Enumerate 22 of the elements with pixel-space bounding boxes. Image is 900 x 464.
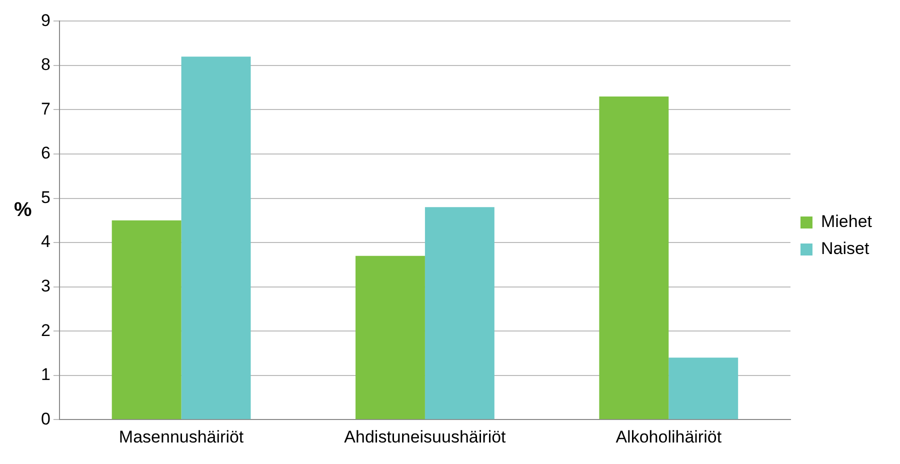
bar: [356, 256, 425, 420]
legend-label: Miehet: [820, 212, 872, 232]
legend-label: Naiset: [820, 239, 870, 258]
y-tick-label: 6: [40, 144, 50, 163]
y-tick-label: 0: [40, 409, 50, 428]
y-axis-title: %: [14, 198, 32, 221]
bar: [668, 358, 738, 420]
x-tick-label: Ahdistuneisuushäiriöt: [344, 427, 506, 446]
y-tick-label: 4: [40, 232, 50, 252]
y-tick-label: 1: [40, 365, 50, 384]
y-tick-label: 2: [40, 320, 50, 340]
bar: [181, 56, 251, 420]
y-tick-label: 8: [40, 55, 50, 74]
y-tick-label: 7: [40, 99, 50, 118]
bar: [424, 207, 494, 420]
bar: [599, 96, 669, 420]
y-tick-label: 9: [40, 10, 50, 30]
y-tick-label: 3: [40, 276, 50, 296]
x-tick-label: Masennushäiriöt: [118, 427, 244, 446]
y-tick-label: 5: [40, 188, 50, 207]
bar: [112, 220, 182, 420]
x-tick-label: Alkoholihäiriöt: [616, 427, 722, 446]
